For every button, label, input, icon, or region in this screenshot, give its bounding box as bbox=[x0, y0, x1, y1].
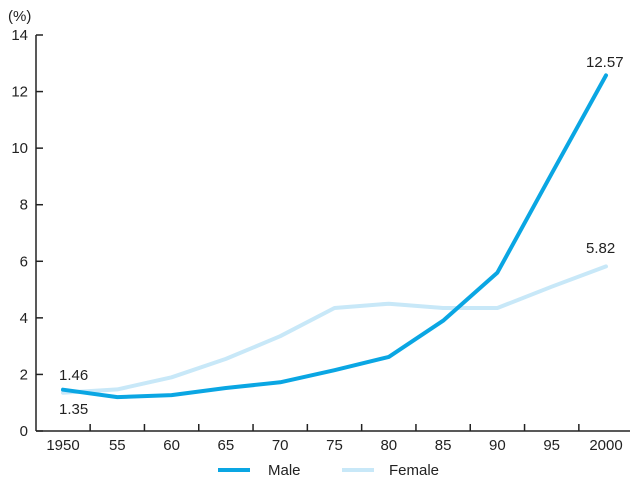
y-tick-label: 2 bbox=[20, 366, 28, 383]
y-axis-ticks: 0 2 4 6 8 10 12 14 bbox=[11, 27, 43, 440]
y-tick-label: 14 bbox=[11, 27, 28, 44]
x-tick-label: 65 bbox=[218, 437, 235, 454]
x-axis-ticks: 1950 55 60 65 70 75 80 85 90 95 2000 bbox=[46, 424, 623, 454]
x-tick-label: 85 bbox=[435, 437, 452, 454]
data-label-female-1950: 1.35 bbox=[59, 401, 88, 418]
y-axis-unit-label: (%) bbox=[8, 8, 31, 25]
data-label-male-2000: 12.57 bbox=[586, 54, 624, 71]
y-tick-label: 6 bbox=[20, 253, 28, 270]
x-tick-label: 70 bbox=[272, 437, 289, 454]
legend: Male Female bbox=[218, 462, 439, 479]
x-tick-label: 55 bbox=[109, 437, 126, 454]
axes bbox=[35, 35, 630, 432]
legend-label-male: Male bbox=[268, 462, 301, 479]
y-tick-label: 8 bbox=[20, 197, 28, 214]
x-tick-label: 75 bbox=[326, 437, 343, 454]
data-label-male-1950: 1.46 bbox=[59, 367, 88, 384]
y-tick-label: 10 bbox=[11, 140, 28, 157]
y-tick-label: 4 bbox=[20, 310, 28, 327]
x-tick-label: 1950 bbox=[46, 437, 79, 454]
x-tick-label: 95 bbox=[543, 437, 560, 454]
y-tick-label: 12 bbox=[11, 84, 28, 101]
x-tick-label: 2000 bbox=[589, 437, 622, 454]
y-tick-label: 0 bbox=[20, 423, 28, 440]
series-layer bbox=[61, 73, 608, 400]
x-tick-label: 90 bbox=[489, 437, 506, 454]
legend-label-female: Female bbox=[389, 462, 439, 479]
x-tick-label: 80 bbox=[380, 437, 397, 454]
x-tick-label: 60 bbox=[163, 437, 180, 454]
data-label-female-2000: 5.82 bbox=[586, 240, 615, 257]
series-line-female bbox=[61, 264, 608, 395]
series-line-male bbox=[61, 73, 608, 400]
